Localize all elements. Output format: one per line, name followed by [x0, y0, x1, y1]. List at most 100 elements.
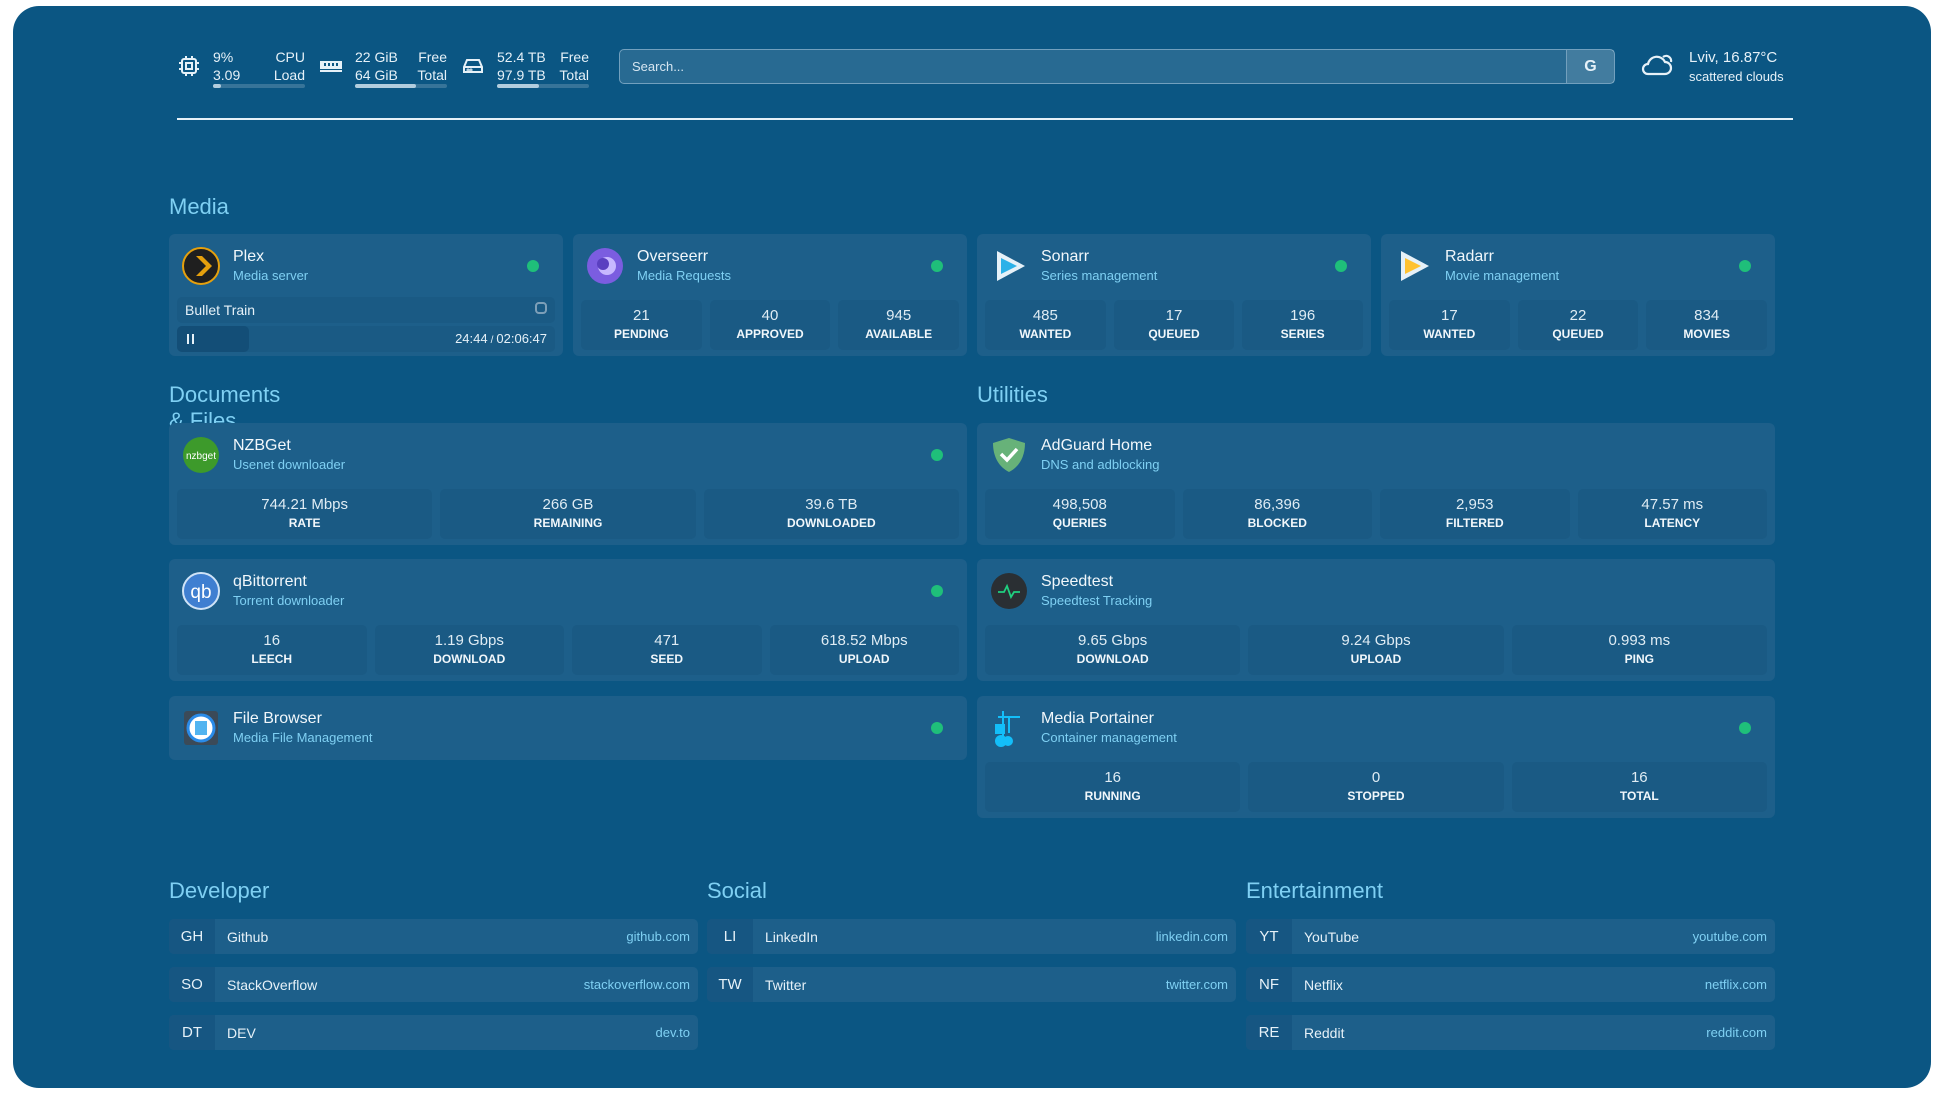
stat-block: 0.993 ms PING	[1511, 625, 1767, 675]
stat-label: QUEUED	[1148, 327, 1200, 341]
service-subtitle: Media File Management	[233, 730, 373, 745]
weather-condition: scattered clouds	[1689, 69, 1784, 84]
bookmark-url: dev.to	[655, 1025, 690, 1040]
service-card-adguard[interactable]: AdGuard Home DNS and adblocking 498,508 QUE…	[977, 423, 1775, 545]
stat-label: LATENCY	[1644, 516, 1701, 530]
stat-value: 744.21 Mbps	[261, 496, 349, 513]
stat-label: LEECH	[251, 652, 293, 666]
stat-label: MOVIES	[1683, 327, 1731, 341]
bookmark-abbr: TW	[707, 967, 753, 1002]
cpu-labels: CPU Load	[273, 49, 305, 83]
service-title: Radarr	[1445, 248, 1494, 265]
bookmark-abbr: SO	[169, 967, 215, 1002]
stat-label: BLOCKED	[1247, 516, 1307, 530]
now-playing-title-row: Bullet Train	[177, 297, 555, 323]
cloud-sun-icon	[1641, 54, 1673, 76]
service-card-filebrowser[interactable]: File Browser Media File Management	[169, 696, 967, 760]
stat-label: REMAINING	[533, 516, 603, 530]
stat-value: 16	[1104, 769, 1121, 786]
stat-label: APPROVED	[736, 327, 804, 341]
stat-block: 16 TOTAL	[1511, 762, 1767, 812]
bookmark-abbr: LI	[707, 919, 753, 954]
service-subtitle: Movie management	[1445, 268, 1560, 283]
stat-label: WANTED	[1019, 327, 1072, 341]
stats-row: 744.21 Mbps RATE 266 GB REMAINING 39.6 TB DOW…	[177, 489, 959, 539]
bookmark-name: Netflix	[1304, 976, 1343, 993]
stat-value: 945	[886, 307, 912, 324]
bookmark-linkedin[interactable]: LI LinkedIn linkedin.com	[707, 919, 1236, 954]
service-title: File Browser	[233, 710, 322, 727]
stat-value: 485	[1032, 307, 1058, 324]
bookmark-abbr: GH	[169, 919, 215, 954]
stats-row: 17 WANTED 22 QUEUED 834 MOVIES	[1389, 300, 1768, 350]
service-subtitle: Media server	[233, 268, 309, 283]
bookmark-name: DEV	[227, 1024, 256, 1041]
section-heading-media: Media	[169, 194, 229, 219]
bookmark-name: LinkedIn	[765, 928, 818, 945]
stat-block: 17 WANTED	[1389, 300, 1510, 350]
bookmark-dev[interactable]: DT DEV dev.to	[169, 1015, 698, 1050]
bookmark-netflix[interactable]: NF Netflix netflix.com	[1246, 967, 1775, 1002]
stat-value: 196	[1290, 307, 1316, 324]
stat-label: SEED	[650, 652, 684, 666]
stat-block: 834 MOVIES	[1646, 300, 1768, 350]
stat-label: UPLOAD	[1350, 652, 1402, 666]
bookmark-url: netflix.com	[1704, 977, 1767, 992]
service-card-plex[interactable]: Plex Media server Bullet Train 24:44/02:06:…	[169, 234, 563, 356]
stat-value: 9.24 Gbps	[1341, 632, 1411, 649]
bookmark-stackoverflow[interactable]: SO StackOverflow stackoverflow.com	[169, 967, 698, 1002]
service-card-qbittorrent[interactable]: qb qBittorrent Torrent downloader 16 LEECH 1.…	[169, 559, 967, 681]
stat-value: 17	[1440, 307, 1458, 324]
bookmark-name: YouTube	[1304, 928, 1360, 945]
stat-label: DOWNLOADED	[786, 516, 876, 530]
stats-row: 16 LEECH 1.19 Gbps DOWNLOAD 471 SEED 618.52 Mb…	[177, 625, 959, 675]
service-title: Media Portainer	[1041, 710, 1154, 727]
service-title: Overseerr	[637, 248, 709, 265]
bookmark-github[interactable]: GH Github github.com	[169, 919, 698, 954]
service-card-nzbget[interactable]: nzbget NZBGet Usenet downloader 744.21 Mbps…	[169, 423, 967, 545]
stat-block: 9.65 Gbps DOWNLOAD	[985, 625, 1241, 675]
bookmark-url: reddit.com	[1706, 1025, 1767, 1040]
service-title: AdGuard Home	[1041, 437, 1153, 454]
stat-block: 9.24 Gbps UPLOAD	[1248, 625, 1504, 675]
bookmark-url: github.com	[626, 929, 690, 944]
stat-label: RATE	[288, 516, 321, 530]
disk-widget: 52.4 TB 97.9 TB Free Total	[461, 46, 589, 90]
search-provider-button[interactable]: G	[1566, 50, 1614, 83]
stat-block: 744.21 Mbps RATE	[177, 489, 433, 539]
bookmark-reddit[interactable]: RE Reddit reddit.com	[1246, 1015, 1775, 1050]
stat-label: PING	[1624, 652, 1654, 666]
stat-label: SERIES	[1280, 327, 1325, 341]
stat-label: RUNNING	[1084, 789, 1141, 803]
service-subtitle: Speedtest Tracking	[1041, 593, 1153, 608]
stat-value: 39.6 TB	[805, 496, 858, 513]
service-card-sonarr[interactable]: Sonarr Series management 485 WANTED 17 QUEUED…	[977, 234, 1371, 356]
bookmark-youtube[interactable]: YT YouTube youtube.com	[1246, 919, 1775, 954]
bookmark-url: youtube.com	[1692, 929, 1767, 944]
overseerr-icon	[585, 246, 625, 286]
pause-icon[interactable]	[187, 334, 194, 344]
service-card-overseerr[interactable]: Overseerr Media Requests 21 PENDING 40 APPROV…	[573, 234, 967, 356]
stat-value: 21	[632, 307, 650, 324]
disk-labels: Free Total	[559, 49, 589, 83]
memory-widget: 22 GiB 64 GiB Free Total	[319, 46, 447, 90]
service-card-speedtest[interactable]: Speedtest Speedtest Tracking 9.65 Gbps DOWN…	[977, 559, 1775, 681]
bookmark-twitter[interactable]: TW Twitter twitter.com	[707, 967, 1236, 1002]
speedtest-icon	[989, 571, 1029, 611]
stream-settings-icon[interactable]	[535, 302, 547, 314]
stats-row: 485 WANTED 17 QUEUED 196 SERIES	[985, 300, 1364, 350]
service-card-radarr[interactable]: Radarr Movie management 17 WANTED 22 QUEUED 83…	[1381, 234, 1775, 356]
service-card-portainer[interactable]: Media Portainer Container management 16 RUN…	[977, 696, 1775, 818]
bookmark-url: linkedin.com	[1155, 929, 1228, 944]
cpu-bar	[213, 84, 305, 88]
cpu-widget: 9% 3.09 CPU Load	[177, 46, 305, 90]
radarr-icon	[1393, 246, 1433, 286]
bookmark-abbr: YT	[1246, 919, 1292, 954]
playback-time: 24:44/02:06:47	[455, 331, 547, 346]
stat-block: 39.6 TB DOWNLOADED	[703, 489, 959, 539]
stat-block: 16 RUNNING	[985, 762, 1241, 812]
bookmark-name: StackOverflow	[227, 976, 318, 993]
search-input[interactable]	[620, 50, 1566, 83]
stat-value: 471	[654, 632, 680, 649]
service-title: qBittorrent	[233, 573, 307, 590]
